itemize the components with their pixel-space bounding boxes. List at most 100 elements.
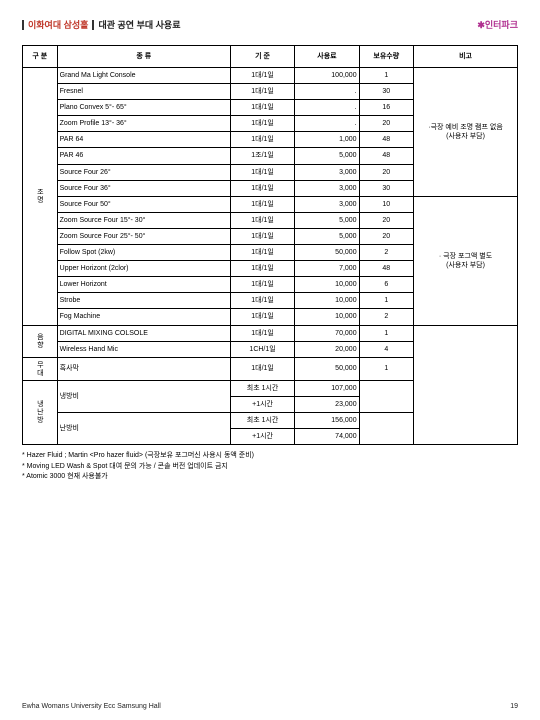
category-stage: 무대	[23, 357, 58, 380]
interpark-logo: ✱인터파크	[477, 18, 518, 31]
table-cell: 3,000	[295, 164, 359, 180]
table-cell: 흑사막	[57, 357, 230, 380]
table-cell: 20	[359, 212, 413, 228]
table-cell: +1시간	[230, 396, 294, 412]
table-cell: 10	[359, 196, 413, 212]
table-cell: 10,000	[295, 293, 359, 309]
col-note: 비고	[414, 46, 518, 68]
table-cell: 난방비	[57, 412, 230, 444]
table-cell: .	[295, 100, 359, 116]
table-cell: 1대/1일	[230, 245, 294, 261]
table-cell: 5,000	[295, 228, 359, 244]
table-cell: 1대/1일	[230, 325, 294, 341]
table-cell: Wireless Hand Mic	[57, 341, 230, 357]
col-unit: 기 준	[230, 46, 294, 68]
footnotes: * Hazer Fluid ; Martin <Pro hazer fluid>…	[22, 451, 518, 483]
remark-lamp: ·극장 예비 조명 램프 없음 (사용자 부담)	[414, 68, 518, 197]
table-cell: 100,000	[295, 68, 359, 84]
table-cell: 1대/1일	[230, 116, 294, 132]
fee-table: 구 분 종 류 기 준 사용료 보유수량 비고 조명Grand Ma Light…	[22, 45, 518, 445]
category-hvac: 냉난방	[23, 380, 58, 444]
table-cell: Fresnel	[57, 84, 230, 100]
col-fee: 사용료	[295, 46, 359, 68]
remark-empty	[414, 325, 518, 445]
category-sound: 음향	[23, 325, 58, 357]
title-bar-icon	[92, 20, 94, 30]
table-cell: 1대/1일	[230, 277, 294, 293]
table-cell: 3,000	[295, 196, 359, 212]
table-cell: 1	[359, 357, 413, 380]
title: 이화여대 삼성홀 대관 공연 부대 사용료	[22, 18, 181, 31]
table-cell: PAR 46	[57, 148, 230, 164]
title-bar-icon	[22, 20, 24, 30]
table-row: 조명Grand Ma Light Console1대/1일100,0001·극장…	[23, 68, 518, 84]
table-cell: 16	[359, 100, 413, 116]
table-cell: 1	[359, 325, 413, 341]
table-cell: 1대/1일	[230, 100, 294, 116]
category-lighting: 조명	[23, 68, 58, 326]
table-cell	[359, 380, 413, 412]
table-cell: 2	[359, 309, 413, 325]
table-cell: 20	[359, 164, 413, 180]
table-cell: 74,000	[295, 428, 359, 444]
col-category: 구 분	[23, 46, 58, 68]
table-cell: PAR 64	[57, 132, 230, 148]
table-cell: 4	[359, 341, 413, 357]
table-cell: 20,000	[295, 341, 359, 357]
title-subject: 대관 공연 부대 사용료	[98, 18, 180, 31]
table-cell: 1대/1일	[230, 196, 294, 212]
page-footer: Ewha Womans University Ecc Samsung Hall …	[22, 703, 518, 710]
table-cell: 156,000	[295, 412, 359, 428]
footnote: * Hazer Fluid ; Martin <Pro hazer fluid>…	[22, 451, 518, 462]
table-cell: 10,000	[295, 277, 359, 293]
table-cell: 3,000	[295, 180, 359, 196]
table-cell: Source Four 26°	[57, 164, 230, 180]
table-cell: 50,000	[295, 357, 359, 380]
table-cell: .	[295, 84, 359, 100]
table-cell: 1대/1일	[230, 164, 294, 180]
table-cell: 30	[359, 180, 413, 196]
table-cell: 7,000	[295, 261, 359, 277]
table-cell: 1	[359, 68, 413, 84]
table-cell: 2	[359, 245, 413, 261]
table-cell: 30	[359, 84, 413, 100]
table-cell: 48	[359, 261, 413, 277]
table-cell: Plano Convex 5°- 65°	[57, 100, 230, 116]
table-row: Source Four 50°1대/1일3,00010· 극장 포그액 별도 (…	[23, 196, 518, 212]
table-cell: 1대/1일	[230, 261, 294, 277]
page-header: 이화여대 삼성홀 대관 공연 부대 사용료 ✱인터파크	[22, 18, 518, 31]
table-cell: Fog Machine	[57, 309, 230, 325]
table-cell: Zoom Source Four 25°- 50°	[57, 228, 230, 244]
table-cell: Zoom Source Four 15°- 30°	[57, 212, 230, 228]
remark-fog: · 극장 포그액 별도 (사용자 부담)	[414, 196, 518, 325]
table-cell: Lower Horizont	[57, 277, 230, 293]
table-cell: 20	[359, 228, 413, 244]
table-cell: 48	[359, 132, 413, 148]
footnote: * Moving LED Wash & Spot 대여 문의 가능 / 콘솔 버…	[22, 462, 518, 473]
footer-venue: Ewha Womans University Ecc Samsung Hall	[22, 703, 161, 710]
table-cell	[359, 412, 413, 444]
table-cell: Follow Spot (2kw)	[57, 245, 230, 261]
table-cell: 5,000	[295, 212, 359, 228]
table-cell: 1대/1일	[230, 84, 294, 100]
table-cell: 1CH/1일	[230, 341, 294, 357]
table-cell: Upper Horizont (2clor)	[57, 261, 230, 277]
table-cell: Zoom Profile 13°- 36°	[57, 116, 230, 132]
col-type: 종 류	[57, 46, 230, 68]
table-cell: Source Four 50°	[57, 196, 230, 212]
table-cell: 1대/1일	[230, 357, 294, 380]
col-qty: 보유수량	[359, 46, 413, 68]
table-row: 음향DIGITAL MIXING COLSOLE1대/1일70,0001	[23, 325, 518, 341]
table-cell: 1대/1일	[230, 180, 294, 196]
table-cell: 48	[359, 148, 413, 164]
table-cell: 냉방비	[57, 380, 230, 412]
table-cell: .	[295, 116, 359, 132]
table-cell: 1대/1일	[230, 293, 294, 309]
table-cell: 1대/1일	[230, 68, 294, 84]
table-cell: Grand Ma Light Console	[57, 68, 230, 84]
table-cell: 23,000	[295, 396, 359, 412]
table-cell: 20	[359, 116, 413, 132]
table-cell: 10,000	[295, 309, 359, 325]
table-cell: 1	[359, 293, 413, 309]
table-cell: 1조/1일	[230, 148, 294, 164]
